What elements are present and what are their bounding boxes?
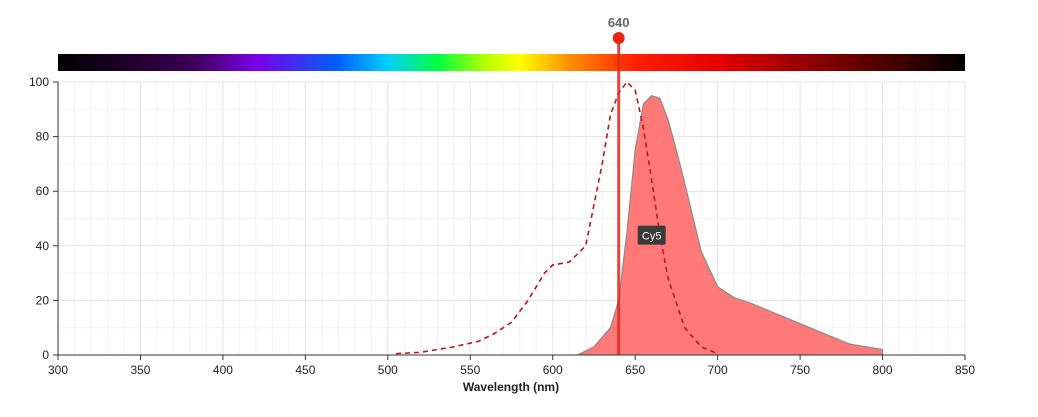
x-tick-label: 350	[130, 363, 150, 377]
laser-handle[interactable]	[612, 32, 625, 44]
x-tick-label: 600	[543, 363, 563, 377]
x-tick-label: 400	[213, 363, 233, 377]
x-tick-label: 800	[873, 363, 893, 377]
excitation-laser-marker[interactable]: 640	[608, 15, 630, 355]
x-tick-label: 750	[790, 363, 810, 377]
axes	[57, 82, 965, 356]
series-tooltip: Cy5	[637, 225, 666, 245]
tooltip-box	[637, 225, 666, 245]
x-tick-label: 650	[625, 363, 645, 377]
tooltip-label: Cy5	[642, 231, 662, 243]
y-axis-ticks: 0 20 40 60 80 100	[29, 75, 58, 362]
visible-spectrum-bar	[58, 54, 965, 71]
y-tick-label: 40	[36, 239, 50, 253]
x-tick-label: 700	[708, 363, 728, 377]
x-tick-label: 550	[460, 363, 480, 377]
laser-wavelength-label: 640	[608, 15, 630, 30]
x-tick-label: 500	[378, 363, 398, 377]
y-tick-label: 60	[36, 184, 50, 198]
y-tick-label: 20	[36, 293, 50, 307]
x-tick-label: 300	[48, 363, 68, 377]
y-tick-label: 0	[42, 348, 49, 362]
grid-lines	[57, 81, 966, 356]
y-tick-label: 100	[29, 75, 49, 89]
x-axis-title: Wavelength (nm)	[463, 380, 559, 394]
y-tick-label: 80	[36, 130, 50, 144]
x-tick-label: 850	[955, 363, 975, 377]
x-axis-ticks: 300 350 400 450 500 550 600 650 700 750 800 850	[48, 355, 975, 377]
x-tick-label: 450	[295, 363, 315, 377]
emission-spectrum-area[interactable]	[577, 94, 884, 355]
